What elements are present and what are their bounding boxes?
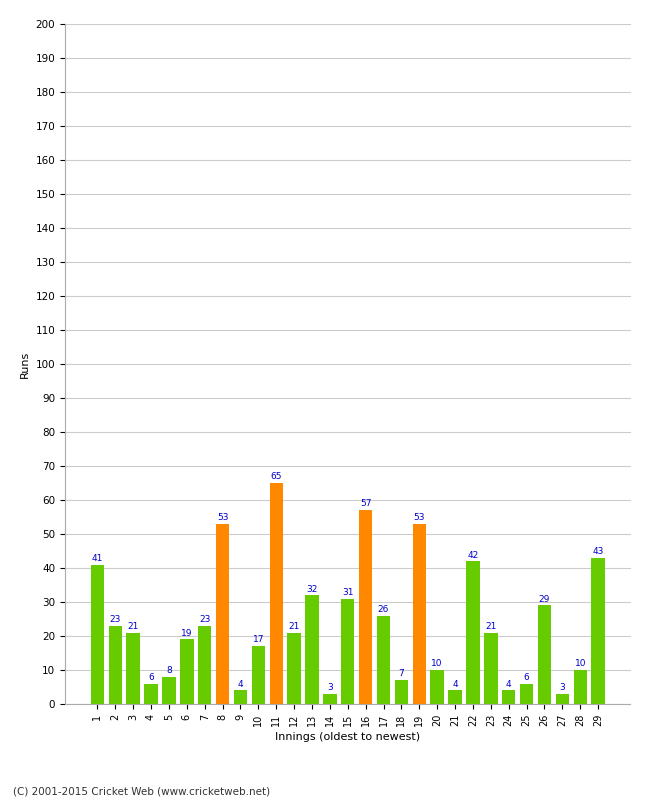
Bar [413,524,426,704]
Bar [323,694,337,704]
Text: 17: 17 [253,635,264,645]
Text: 29: 29 [539,594,550,604]
Bar [359,510,372,704]
Text: 53: 53 [217,513,228,522]
Text: 10: 10 [432,659,443,668]
X-axis label: Innings (oldest to newest): Innings (oldest to newest) [275,732,421,742]
Text: (C) 2001-2015 Cricket Web (www.cricketweb.net): (C) 2001-2015 Cricket Web (www.cricketwe… [13,786,270,796]
Text: 32: 32 [306,585,318,594]
Bar [144,683,158,704]
Bar [341,598,354,704]
Text: 3: 3 [560,683,566,692]
Bar [91,565,104,704]
Bar [377,616,390,704]
Text: 4: 4 [452,680,458,689]
Text: 42: 42 [467,550,478,559]
Text: 6: 6 [148,673,154,682]
Text: 65: 65 [270,472,282,482]
Text: 41: 41 [92,554,103,563]
Text: 31: 31 [342,588,354,597]
Text: 6: 6 [524,673,530,682]
Text: 43: 43 [592,547,604,556]
Bar [162,677,176,704]
Text: 23: 23 [110,615,121,624]
Bar [395,680,408,704]
Text: 23: 23 [199,615,211,624]
Bar [252,646,265,704]
Text: 3: 3 [327,683,333,692]
Bar [234,690,247,704]
Text: 7: 7 [398,670,404,678]
Bar [466,562,480,704]
Bar [287,633,301,704]
Bar [430,670,444,704]
Bar [538,606,551,704]
Bar [520,683,533,704]
Text: 8: 8 [166,666,172,675]
Text: 21: 21 [289,622,300,631]
Bar [109,626,122,704]
Text: 4: 4 [506,680,512,689]
Bar [502,690,515,704]
Bar [448,690,461,704]
Text: 19: 19 [181,629,192,638]
Bar [556,694,569,704]
Text: 21: 21 [127,622,139,631]
Bar [198,626,211,704]
Bar [216,524,229,704]
Text: 26: 26 [378,605,389,614]
Bar [180,639,194,704]
Bar [484,633,497,704]
Bar [573,670,587,704]
Bar [592,558,604,704]
Text: 53: 53 [413,513,425,522]
Text: 4: 4 [238,680,243,689]
Y-axis label: Runs: Runs [20,350,30,378]
Bar [306,595,318,704]
Text: 21: 21 [485,622,497,631]
Bar [127,633,140,704]
Bar [270,483,283,704]
Text: 57: 57 [360,499,371,509]
Text: 10: 10 [575,659,586,668]
